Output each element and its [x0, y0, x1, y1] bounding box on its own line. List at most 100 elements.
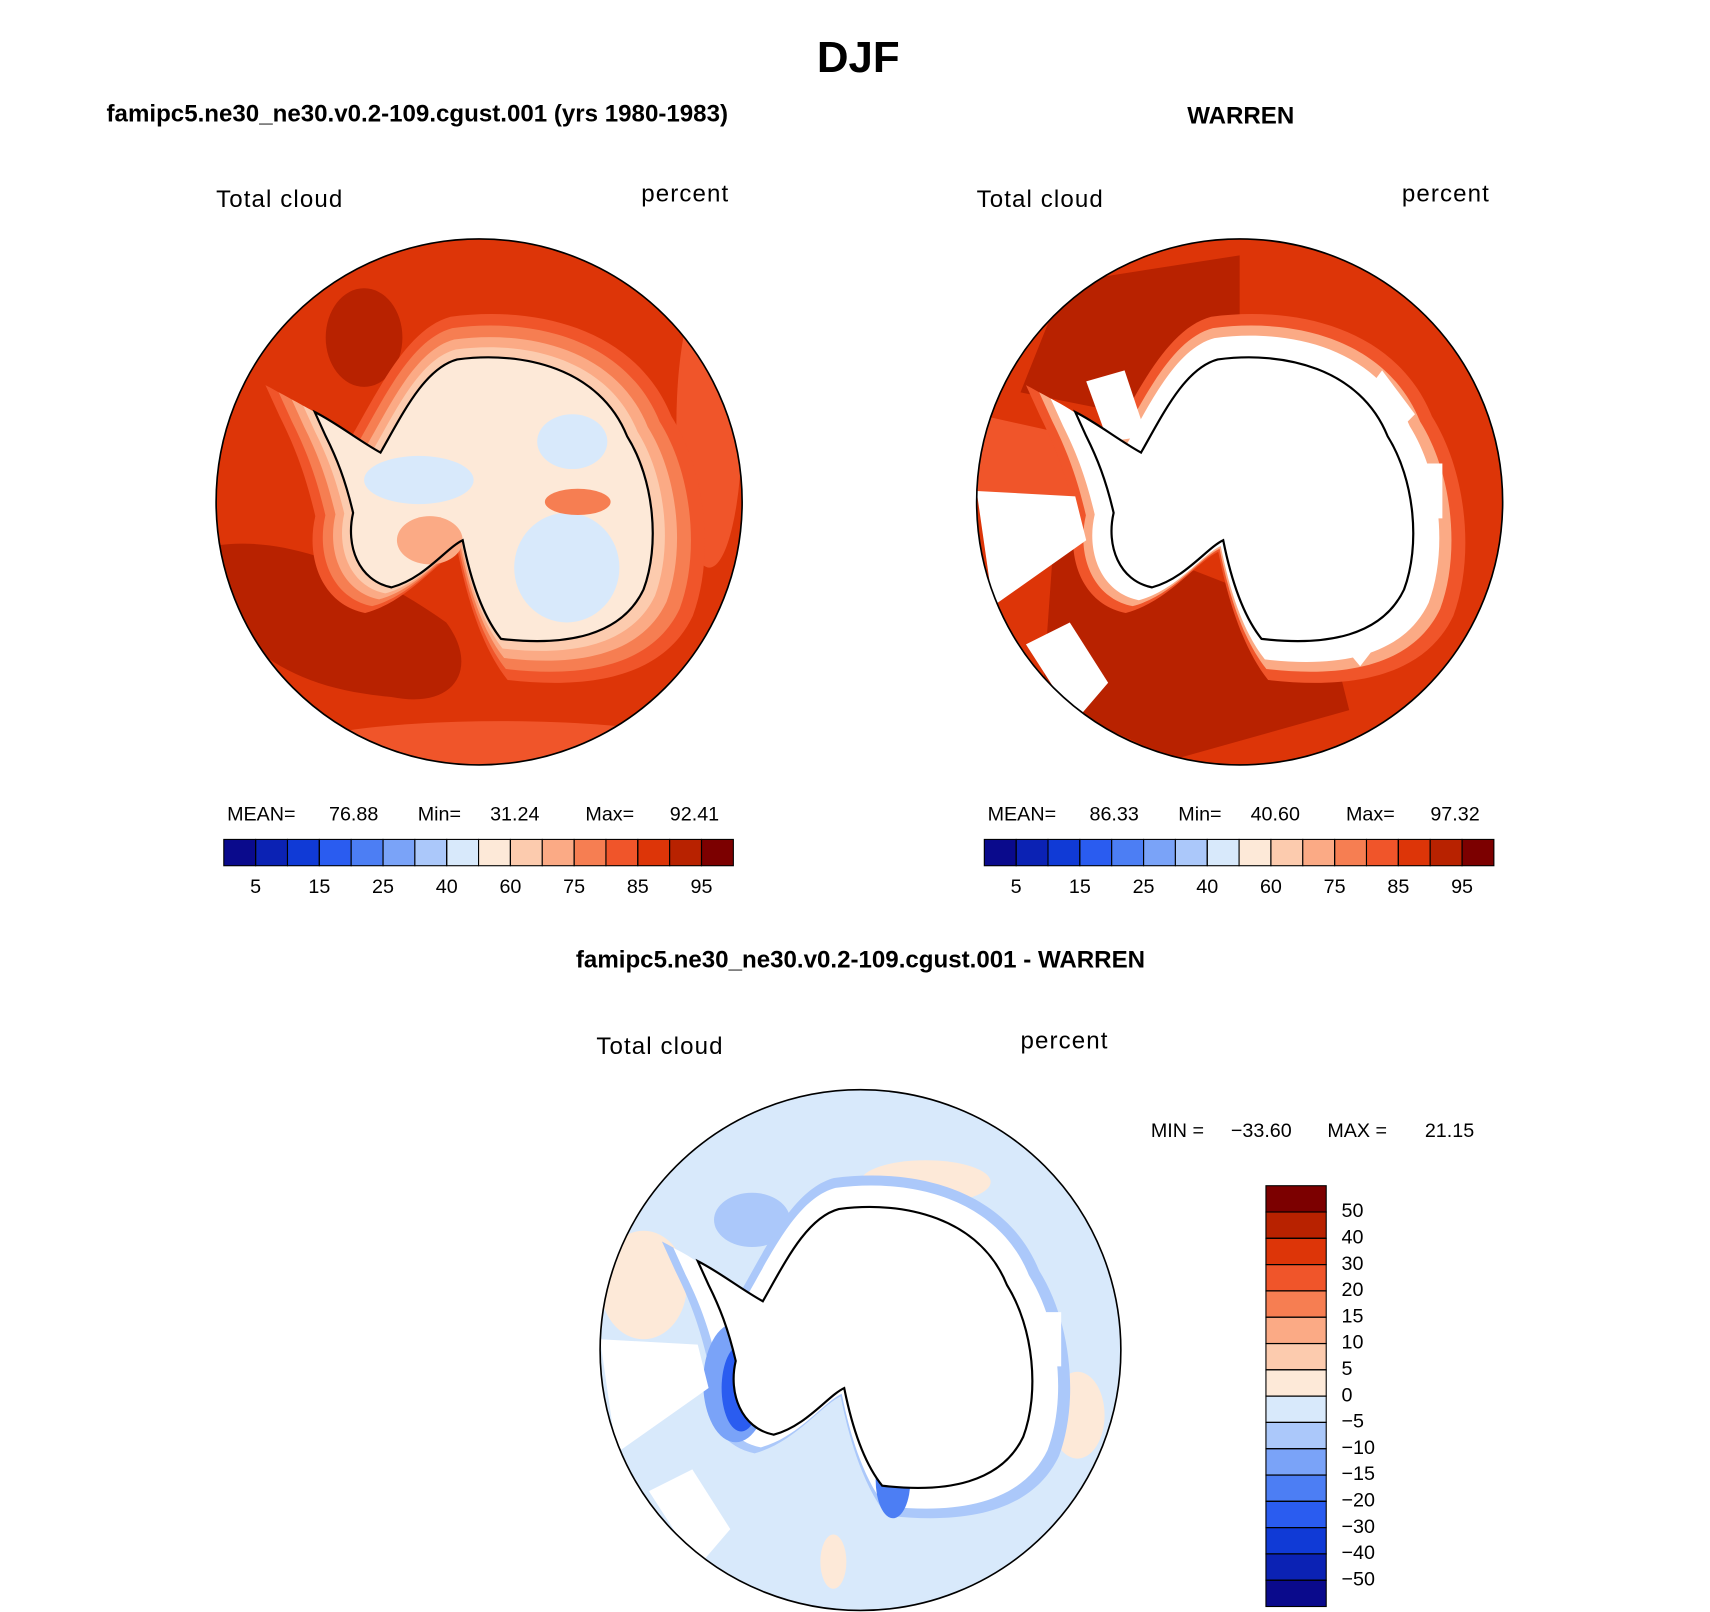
colorbar-box — [1174, 838, 1208, 867]
stat-name: Min= — [1178, 804, 1221, 826]
colorbar-label: 85 — [1387, 876, 1409, 898]
colorbar-box — [1265, 1579, 1327, 1608]
colorbar-box — [1079, 838, 1113, 867]
colorbar-box — [1265, 1369, 1327, 1397]
stat-value: 97.32 — [1430, 804, 1479, 826]
colorbar-box — [700, 838, 734, 867]
map-field — [364, 455, 474, 505]
polar-map — [215, 238, 743, 766]
colorbar-label: 10 — [1342, 1332, 1364, 1354]
colorbar-label: 25 — [372, 876, 394, 898]
map-border — [599, 1088, 1122, 1612]
colorbar-box — [382, 838, 416, 867]
missing-data — [1023, 1312, 1062, 1367]
colorbar-label: 95 — [1451, 876, 1473, 898]
map-field — [537, 414, 608, 470]
colorbar-box — [1265, 1185, 1327, 1213]
stat-value: 86.33 — [1090, 804, 1139, 826]
colorbar-label: 15 — [308, 876, 330, 898]
map-field — [396, 516, 463, 565]
colorbar-box — [286, 838, 320, 867]
colorbar-label: 0 — [1342, 1384, 1353, 1406]
colorbar-box — [1238, 838, 1272, 867]
map-border — [215, 238, 743, 766]
colorbar-box — [318, 838, 352, 867]
colorbar-box — [1397, 838, 1431, 867]
units-label: percent — [641, 180, 729, 207]
colorbar-label: 15 — [1342, 1305, 1364, 1327]
map-field — [281, 721, 721, 765]
stat-name: Min= — [418, 804, 461, 826]
map-field — [600, 1230, 687, 1340]
colorbar-box — [541, 838, 575, 867]
colorbar-box — [446, 838, 480, 867]
colorbar-box — [1429, 838, 1463, 867]
colorbar-box — [414, 838, 448, 867]
colorbar-box — [573, 838, 607, 867]
colorbar-box — [1265, 1316, 1327, 1345]
colorbar-box — [1265, 1448, 1327, 1476]
missing-data — [648, 1469, 731, 1568]
colorbar-label: 5 — [1011, 876, 1022, 898]
stat-name: Max= — [1346, 804, 1395, 826]
colorbar-label: −10 — [1342, 1437, 1375, 1459]
colorbar-box — [1265, 1290, 1327, 1318]
colorbar-label: 20 — [1342, 1279, 1364, 1301]
colorbar-box — [1265, 1553, 1327, 1581]
colorbar-label: 85 — [627, 876, 649, 898]
map-field — [544, 488, 611, 516]
colorbar-box — [1265, 1237, 1327, 1266]
colorbar-label: 75 — [563, 876, 585, 898]
panel-title: famipc5.ne30_ne30.v0.2-109.cgust.001 (yr… — [107, 100, 728, 127]
colorbar-label: −50 — [1342, 1568, 1375, 1590]
stat-value: −33.60 — [1231, 1120, 1292, 1142]
colorbar-box — [255, 838, 289, 867]
stat-name: MIN = — [1151, 1120, 1204, 1142]
stat-name: MEAN= — [988, 804, 1057, 826]
colorbar-label: 40 — [1196, 876, 1218, 898]
map-field — [820, 1534, 847, 1589]
colorbar-box — [350, 838, 384, 867]
missing-data — [1086, 370, 1147, 442]
colorbar-box — [1265, 1421, 1327, 1450]
colorbar-box — [1265, 1211, 1327, 1239]
colorbar-box — [1265, 1474, 1327, 1502]
colorbar-box — [1270, 838, 1304, 867]
missing-data — [1025, 622, 1109, 722]
missing-data — [1365, 370, 1415, 437]
colorbar-label: −30 — [1342, 1516, 1375, 1538]
colorbar-box — [1206, 838, 1240, 867]
variable-label: Total cloud — [216, 186, 343, 213]
colorbar-label: 50 — [1342, 1200, 1364, 1222]
colorbar-label: −40 — [1342, 1542, 1375, 1564]
colorbar-box — [478, 838, 511, 867]
colorbar-box — [1047, 838, 1081, 867]
stat-name: Max= — [585, 804, 634, 826]
colorbar-label: 40 — [436, 876, 458, 898]
colorbar-box — [1461, 838, 1495, 867]
missing-data — [976, 490, 1087, 607]
variable-label: Total cloud — [596, 1033, 723, 1060]
missing-data — [1404, 463, 1443, 519]
panel-title: famipc5.ne30_ne30.v0.2-109.cgust.001 - W… — [576, 946, 1145, 973]
colorbar-label: 5 — [1342, 1358, 1353, 1380]
stat-name: MAX = — [1327, 1120, 1387, 1142]
colorbar-box — [605, 838, 639, 867]
map-field — [714, 1192, 790, 1248]
colorbar-label: −5 — [1342, 1411, 1365, 1433]
stat-value: 31.24 — [490, 804, 539, 826]
colorbar-box — [223, 838, 257, 867]
units-label: percent — [1020, 1028, 1108, 1055]
colorbar-box — [1265, 1527, 1327, 1555]
variable-label: Total cloud — [977, 186, 1104, 213]
colorbar-label: 30 — [1342, 1253, 1364, 1275]
colorbar-label: 60 — [499, 876, 521, 898]
map-field — [216, 543, 462, 700]
stat-value: 76.88 — [329, 804, 378, 826]
colorbar-box — [1265, 1395, 1327, 1423]
colorbar-box — [1265, 1342, 1327, 1371]
colorbar-box — [1302, 838, 1336, 867]
colorbar-box — [509, 838, 543, 867]
colorbar-label: 75 — [1324, 876, 1346, 898]
